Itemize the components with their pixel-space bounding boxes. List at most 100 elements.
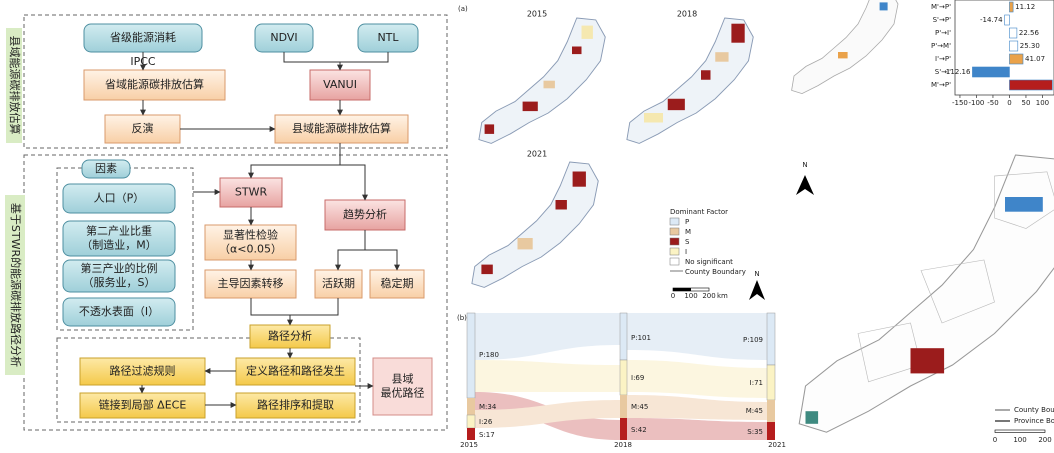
legend-label: M (685, 228, 691, 236)
legend-label: No significant (685, 258, 733, 266)
arrow (283, 52, 340, 63)
node-label: 不透水表面（I） (79, 304, 159, 318)
x-tick-label: -50 (987, 99, 998, 107)
value-label: 11.12 (1015, 3, 1035, 11)
sankey-label: P:180 (479, 351, 499, 359)
node-label: 路径排序和提取 (257, 398, 334, 412)
sankey-node (467, 398, 475, 415)
value-label: 22.56 (1019, 29, 1040, 37)
bar (1009, 1, 1014, 13)
sankey-label: S:42 (631, 426, 647, 434)
sankey-nodes (466, 312, 776, 440)
category-label: S'→P' (933, 16, 951, 24)
flow-node (235, 392, 356, 419)
legend-swatch (669, 237, 680, 246)
node-label: （α<0.05） (219, 243, 282, 256)
node-label: 路径过滤规则 (110, 364, 176, 378)
arrow (248, 143, 341, 179)
sankey-node (619, 312, 628, 361)
dashed-group (56, 337, 361, 423)
scale-label: 0 (993, 436, 997, 444)
node-label: 稳定期 (381, 276, 414, 290)
side-label: 县域能源碳排放估算 (8, 36, 22, 135)
side-label: 基于STWR的能源碳排放路径分析 (9, 203, 23, 367)
flow-node (309, 69, 371, 101)
category-label: S'→I' (935, 68, 951, 76)
arrow (365, 249, 400, 271)
scale-label: 0 (671, 292, 675, 300)
sankey-label: I:69 (631, 374, 644, 382)
scale-label: 200 (702, 292, 715, 300)
panel-label: (b) (457, 314, 467, 322)
node-label: 县域 (392, 373, 414, 386)
legend-label: S (685, 238, 690, 246)
node-label: 县域能源碳排放估算 (292, 121, 391, 135)
node-label: 最优路径 (381, 387, 425, 400)
legend-swatch (669, 257, 680, 266)
map-panel: (a) 2015 2018 2021 Dominant Factor (457, 5, 786, 449)
x-tick-label: 50 (1021, 99, 1030, 107)
sankey-label: M:45 (631, 403, 648, 411)
bar (1009, 53, 1024, 65)
node-label: 活跃期 (322, 276, 355, 290)
year-label: 2015 (460, 441, 478, 449)
flow-node (79, 392, 206, 419)
sankey-node (466, 414, 476, 429)
legend-label: Province Boundary (1014, 417, 1054, 425)
category-label: I'→P' (935, 55, 951, 63)
node-label: （制造业，M） (81, 238, 157, 252)
node-label: 定义路径和路径发生 (246, 364, 345, 378)
x-tick-label: -100 (969, 99, 985, 107)
sankey-node (620, 395, 627, 418)
sankey-node (466, 312, 476, 399)
scale-bar (673, 288, 691, 291)
x-tick-label: 0 (1007, 99, 1011, 107)
north-arrow (796, 175, 814, 195)
panel-label: (a) (458, 5, 468, 13)
node-label: NTL (377, 31, 399, 44)
flow-node (372, 357, 433, 416)
node-label: 第三产业的比例 (81, 261, 158, 275)
node-label: （服务业，S） (83, 276, 156, 289)
legend-label: County Boundary (1014, 406, 1054, 414)
year-label: 2018 (677, 10, 697, 19)
sankey-label: P:101 (631, 334, 651, 342)
bar (1009, 79, 1053, 91)
flow-node (324, 199, 406, 231)
category-label: P'→M' (931, 42, 951, 50)
legend (669, 217, 683, 272)
legend-title: Dominant Factor (670, 208, 728, 216)
sankey-node (767, 400, 775, 422)
node-label: 链接到局部 ΔECE (99, 398, 187, 412)
node-label: 省域能源碳排放估算 (105, 77, 204, 91)
legend-swatch (669, 227, 680, 236)
flow-node (83, 69, 226, 101)
value-label: 25.30 (1020, 42, 1040, 50)
dashed-group (56, 167, 194, 331)
scale-label: 200 (1038, 436, 1051, 444)
sankey-label: M:45 (746, 407, 763, 415)
north-label: N (754, 270, 759, 278)
sankey-label: S:17 (479, 431, 495, 439)
arrow (340, 164, 368, 201)
value-label: -14.74 (980, 16, 1003, 24)
year-label: 2015 (527, 10, 547, 19)
sankey-label: I:71 (750, 379, 763, 387)
node-label: NDVI (270, 31, 297, 44)
map (798, 153, 1054, 434)
legend-swatch (669, 247, 680, 256)
node-label: 省级能源消耗 (110, 30, 176, 44)
sankey-node (619, 359, 628, 396)
sankey-node (766, 312, 776, 366)
right-panel: -150 -100 -50 0 50 100 M'→P' 11.12 S'→P' -14.74 P'… (791, 0, 1054, 444)
year-label: 2021 (768, 441, 786, 449)
legend-label: I (685, 248, 687, 256)
sankey-label: I:26 (479, 418, 493, 426)
map (471, 161, 599, 288)
node-label: 显著性检验 (223, 228, 278, 242)
bar (1009, 40, 1019, 52)
sankey-label: M:34 (479, 403, 497, 411)
map (478, 17, 606, 144)
